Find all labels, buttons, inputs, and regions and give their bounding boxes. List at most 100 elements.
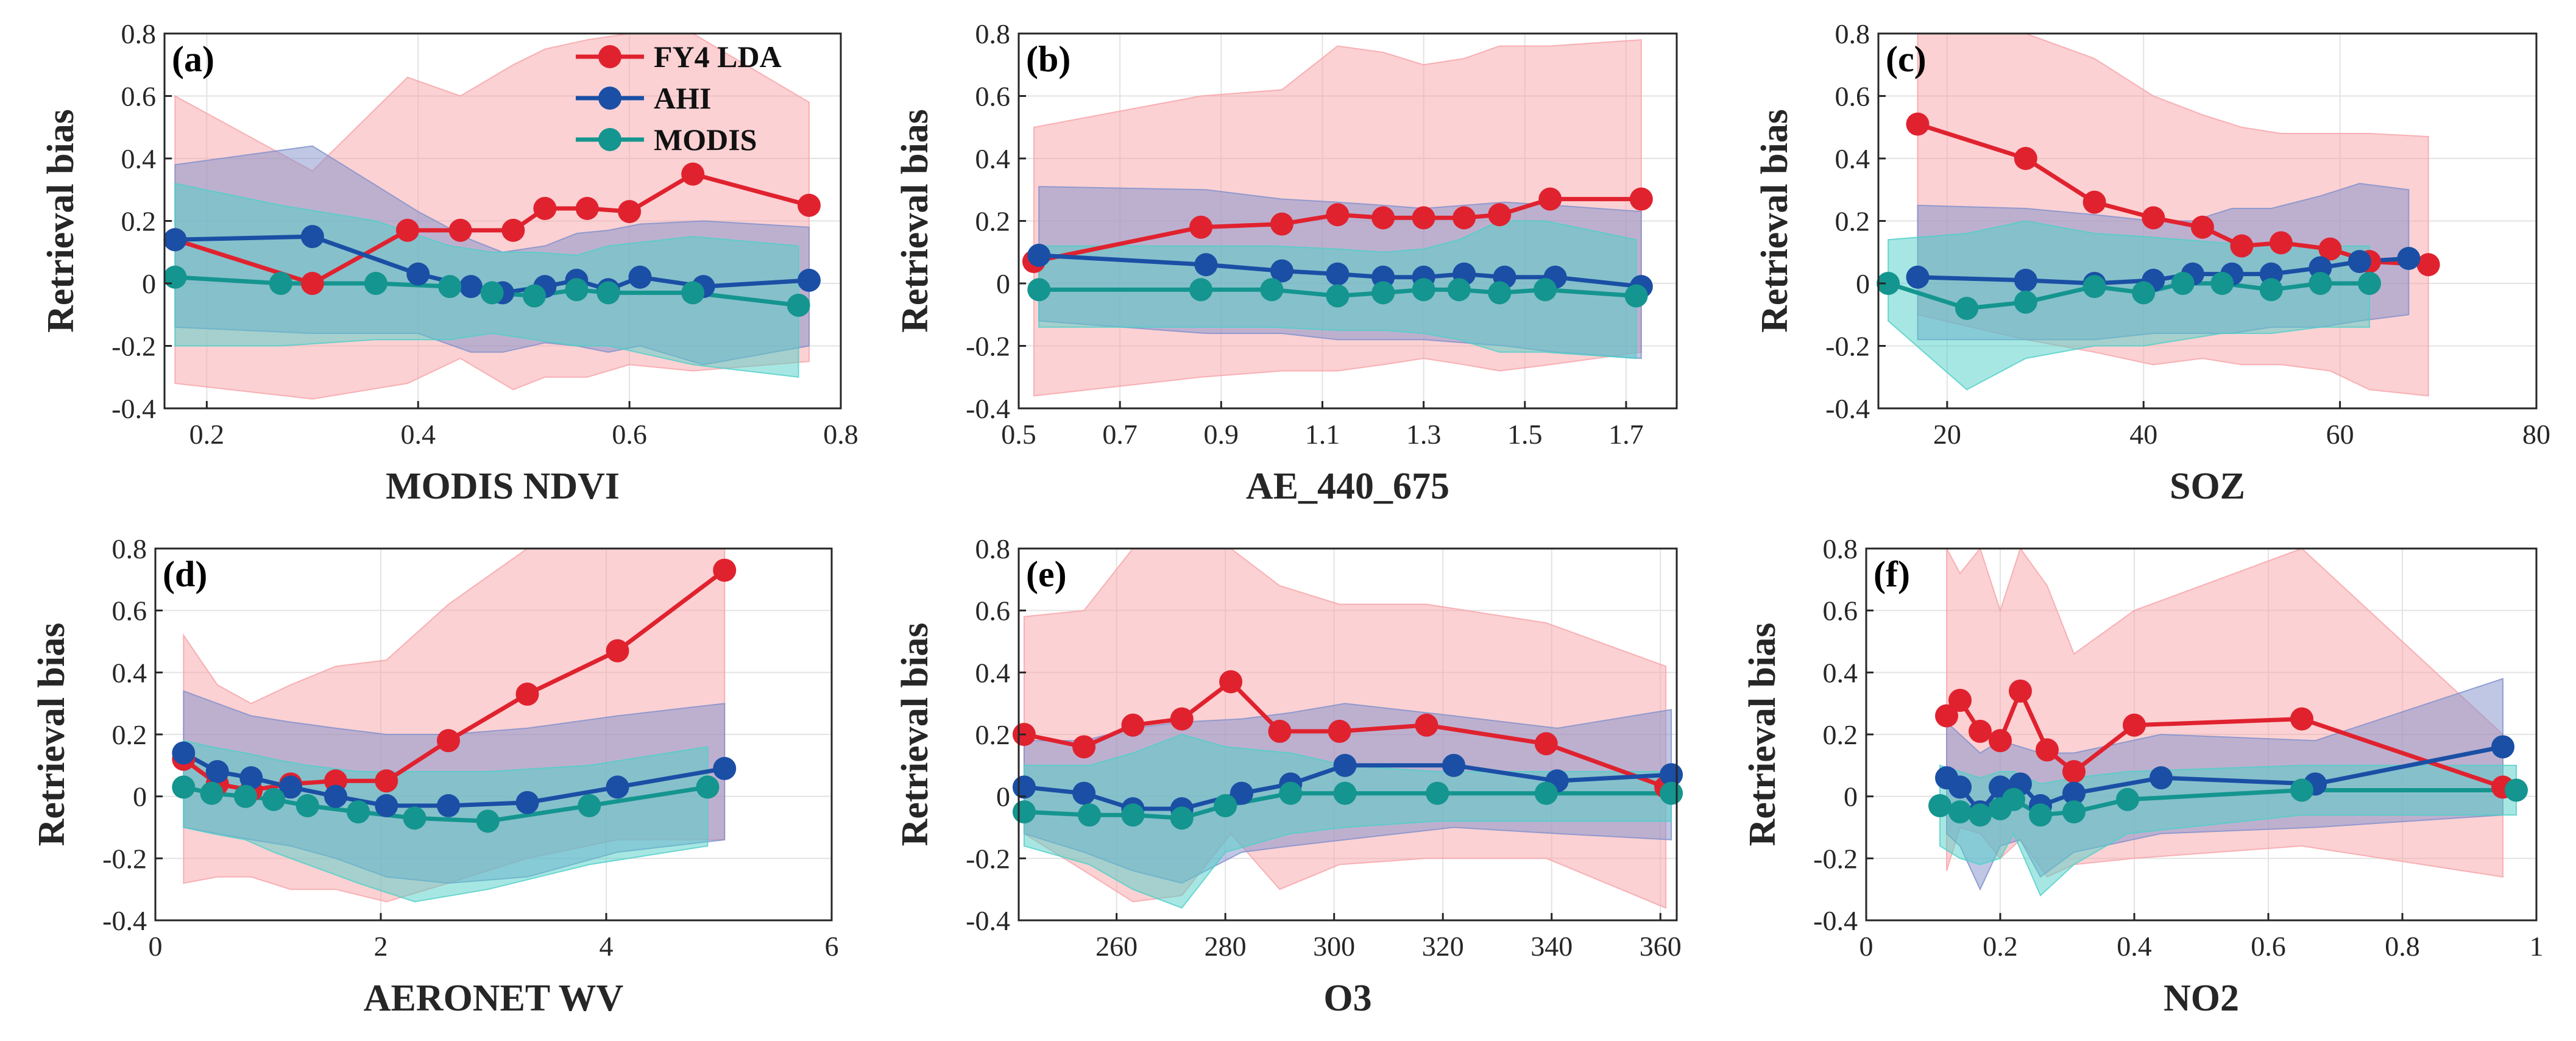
data-point-ahi [375,794,398,817]
x-tick-label: 1.1 [1305,419,1340,450]
y-tick-label: -0.2 [102,843,147,874]
legend-marker [598,128,621,151]
data-point-ahi [406,262,430,286]
y-tick-label: 0.8 [1835,18,1870,49]
data-point-modis [1948,800,1972,824]
data-point-modis [438,275,462,299]
data-point-ahi [172,741,196,765]
x-tick-label: 260 [1095,931,1138,962]
x-tick-label: 0.5 [1001,419,1036,450]
data-point-ahi [1072,781,1096,805]
x-tick-label: 20 [1933,419,1961,450]
data-point-modis [172,775,196,799]
data-point-fy4-lda [1072,735,1096,759]
data-point-fy4-lda [2230,234,2254,258]
data-point-modis [1660,781,1683,805]
y-tick-label: 0.4 [112,657,147,688]
data-point-fy4-lda [2009,679,2032,703]
data-point-modis [565,278,589,302]
x-tick-label: 40 [2129,419,2157,450]
x-tick-label: 80 [2522,419,2550,450]
data-point-fy4-lda [375,769,398,793]
x-axis-label: NO2 [2164,978,2239,1019]
legend-label: FY4 LDA [654,40,782,74]
data-point-modis [364,272,387,295]
data-point-fy4-lda [575,197,599,220]
data-point-fy4-lda [1629,187,1653,211]
data-point-modis [347,800,370,824]
data-point-fy4-lda [1412,206,1435,230]
panel-label: (a) [172,39,214,79]
data-point-fy4-lda [1538,187,1562,211]
data-point-fy4-lda [1326,203,1350,227]
data-point-fy4-lda [515,682,539,706]
data-point-fy4-lda [1935,704,1958,728]
data-point-modis [523,284,547,308]
data-point-modis [269,272,292,295]
data-point-modis [163,265,187,289]
data-point-modis [1955,297,1979,320]
data-point-fy4-lda [2416,253,2440,277]
x-tick-label: 1 [2530,931,2544,962]
data-point-ahi [437,794,460,817]
y-tick-label: -0.2 [1825,331,1870,362]
data-point-fy4-lda [1488,203,1512,227]
x-tick-label: 4 [600,931,614,962]
data-point-fy4-lda [300,272,324,295]
y-tick-label: 0.4 [1835,143,1870,174]
data-point-ahi [2062,781,2086,805]
data-point-fy4-lda [501,218,525,242]
y-tick-label: 0.8 [975,18,1011,49]
y-tick-label: 0 [1856,268,1870,299]
data-point-ahi [1027,243,1051,267]
data-point-fy4-lda [681,162,705,186]
data-point-fy4-lda [2082,190,2106,214]
x-tick-label: 300 [1313,931,1355,962]
y-tick-label: 0.6 [975,595,1011,627]
x-tick-label: 0.2 [1983,931,2018,962]
data-point-fy4-lda [1268,719,1292,743]
data-point-fy4-lda [1415,713,1438,737]
data-point-ahi [515,791,539,814]
data-point-ahi [459,275,483,299]
series-line-ahi [1945,744,2503,814]
y-tick-label: 0.6 [1823,595,1858,627]
data-point-modis [1012,800,1036,824]
data-point-modis [1412,278,1435,302]
data-point-ahi [1230,781,1253,805]
data-point-fy4-lda [1906,112,1930,136]
y-tick-label: 0.6 [975,81,1011,112]
series-line-fy4-lda [182,568,726,792]
data-point-fy4-lda [1534,732,1558,756]
x-tick-label: 0.6 [612,419,647,450]
y-tick-label: 0.4 [975,657,1011,688]
panel-c: 20 40 60 80 -0.4 -0.2 0 0.2 0.4 0.6 0.8 SOZ Retrieva… [1754,18,2550,507]
data-point-modis [200,781,224,805]
series-line-modis [1024,791,1672,820]
series-line-fy4-lda [1917,122,2429,267]
y-tick-label: 0.2 [121,206,157,237]
panel-a: 0.2 0.4 0.6 0.8 -0.4 -0.2 0 0.2 0.4 0.6 0.8 MODIS N… [40,18,858,507]
data-point-modis [2002,787,2025,811]
data-point-ahi [1333,753,1357,777]
series-line-fy4-lda [1033,197,1641,264]
data-point-fy4-lda [395,218,419,242]
series-line-fy4-lda [1024,680,1667,789]
data-point-modis [1121,803,1145,827]
y-axis-label: Retrieval bias [894,623,936,847]
y-tick-label: 0.2 [975,206,1011,237]
data-point-fy4-lda [448,218,472,242]
x-tick-label: 0.6 [2251,931,2286,962]
y-axis-label: Retrieval bias [40,109,82,333]
data-point-fy4-lda [2123,713,2146,737]
legend-marker [598,45,621,68]
y-tick-label: 0 [133,781,147,812]
plot-content [174,34,810,400]
y-tick-label: 0 [996,268,1010,299]
data-point-modis [578,794,601,817]
y-tick-label: 0.8 [975,533,1011,564]
data-point-modis [295,794,319,817]
legend-label: MODIS [654,123,757,157]
plot-content [1888,34,2429,397]
data-point-modis [2014,290,2037,314]
